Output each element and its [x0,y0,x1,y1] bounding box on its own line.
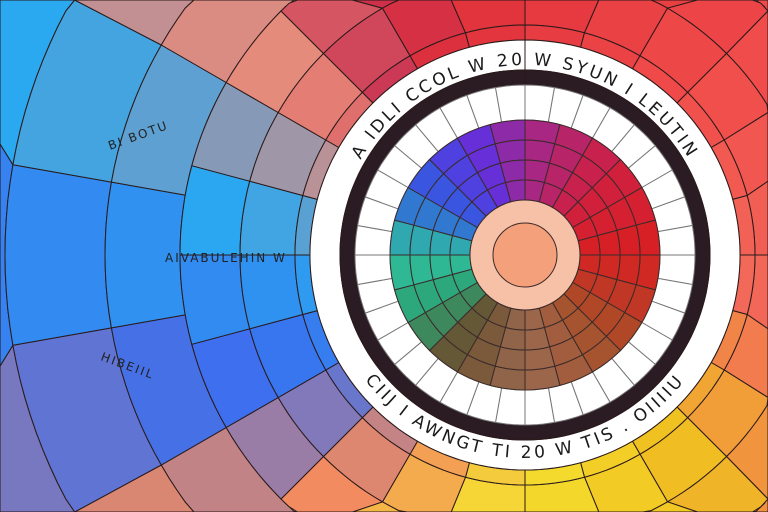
inner-color-wheel [389,119,661,391]
outer-ring-segment [4,164,112,346]
center-circle [492,222,558,288]
text-band [309,39,741,471]
outer-ring-segment [746,427,768,512]
outer-ring-segment [179,254,251,345]
outer-ring-segment [352,0,452,9]
outer-ring-segment [179,165,251,256]
side-text-middle: AIVABULEHIN W [165,251,287,265]
